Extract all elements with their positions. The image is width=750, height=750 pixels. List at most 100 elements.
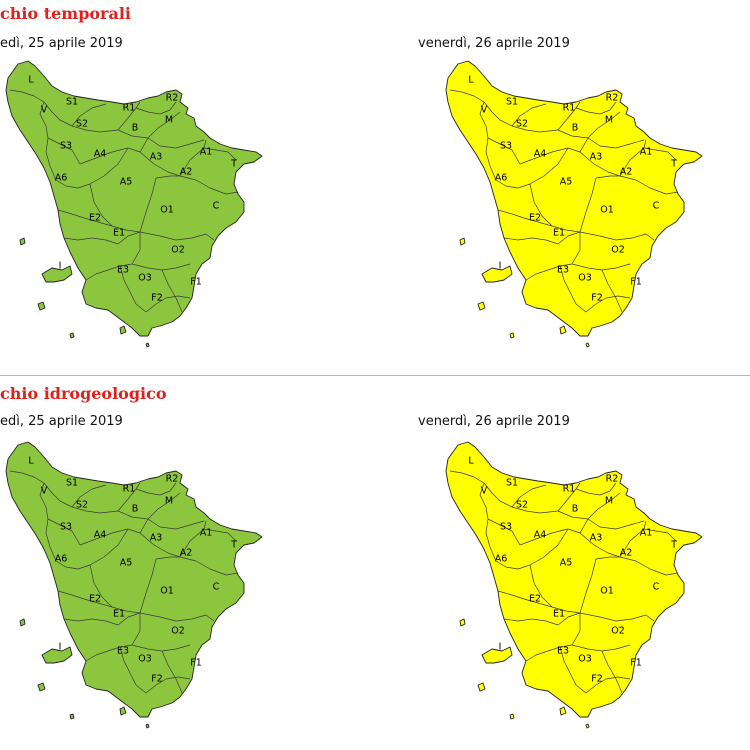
zone-border [119,646,147,694]
zone-border [557,101,581,131]
zone-border [503,618,559,626]
zone-border [139,177,157,233]
zone-border [557,231,581,245]
zone-label: F1 [630,277,642,288]
island-4 [559,706,567,716]
zone-label: E1 [553,609,565,620]
zone-label: B [132,123,139,134]
date-label-idrogeologico-26: venerdì, 26 aprile 2019 [418,414,570,429]
zone-border [525,263,573,281]
zone-label: O3 [138,654,152,665]
zone-border [487,518,521,546]
zone-label: L [28,75,34,86]
zone-label: I [499,642,502,653]
island-2 [477,682,486,692]
zone-label: R2 [606,474,619,485]
zone-label: O2 [611,245,625,256]
zone-label: T [230,540,237,551]
zone-label: A6 [495,173,508,184]
zone-label: V [481,486,488,497]
zone-label: A3 [150,533,163,544]
zone-border [483,101,513,127]
zone-label: F2 [151,674,163,685]
section-title-idrogeologico: chio idrogeologico [0,384,167,403]
zone-label: R2 [166,93,179,104]
zone-border [63,237,119,245]
date-label-idrogeologico-25: edì, 25 aprile 2019 [0,414,123,429]
zone-border [619,520,647,558]
zone-border [595,556,620,560]
zone-border [511,484,547,508]
zone-label: B [572,123,579,134]
zone-label: E3 [117,646,129,657]
zone-border [203,528,237,542]
map-idrogeologico-25: L V S1 R1 R2 S2 B M S3 A4 A3 A1 T A6 A5 A2 C O1 E2 E1 O2 I E3 O… [5,441,263,729]
zone-border [643,147,677,161]
zone-border [579,558,597,614]
zone-border [525,644,573,662]
zone-border [519,528,581,546]
zone-label: O2 [171,626,185,637]
map-idrogeologico-26: L V S1 R1 R2 S2 B M S3 A4 A3 A1 T A6 A5 A2 C O1 E2 E1 O2 I E3 O… [445,441,703,729]
zone-border [575,482,617,496]
zone-label: O3 [138,273,152,284]
zone-label: A2 [620,548,633,559]
zone-label: A5 [560,177,573,188]
zone-label: A6 [55,173,68,184]
zone-label: A1 [200,147,213,158]
island-1 [41,646,73,664]
zone-border [449,89,485,103]
zone-border [45,518,57,562]
zone-border [579,612,655,622]
zone-border [117,482,141,512]
island-6 [145,723,150,729]
zone-border [449,470,485,484]
zone-label: E3 [557,646,569,657]
zone-label: E2 [529,213,541,224]
zone-label: E2 [529,594,541,605]
zone-border [117,510,149,520]
zone-border [601,650,623,694]
zone-border [135,101,177,115]
zone-border [485,137,497,181]
island-5 [69,713,75,720]
zone-label: V [41,486,48,497]
zone-label: E1 [553,228,565,239]
zone-border [511,103,547,127]
zone-border [579,137,589,153]
zone-border [575,101,617,115]
zone-label: S2 [76,500,88,511]
zone-border [79,147,141,165]
zone-label: I [59,261,62,272]
zone-border [585,295,631,313]
zone-label: A2 [180,548,193,559]
zone-border [155,556,180,560]
island-3 [19,237,26,246]
zone-label: E2 [89,594,101,605]
zone-border [179,139,207,177]
zone-border [161,269,183,313]
zone-label: S3 [60,141,72,152]
zone-label: F2 [591,674,603,685]
island-6 [145,342,150,348]
map-temporali-25: L V S1 R1 R2 S2 B M S3 A4 A3 A1 T A6 A5 A2 C O1 E2 E1 O2 I E3 O… [5,60,263,348]
zone-label: S3 [500,141,512,152]
zone-border [147,492,181,520]
zone-border [43,482,73,508]
section-title-temporali: chio temporali [0,4,132,23]
zone-label: O2 [171,245,185,256]
zone-border [557,510,589,520]
zone-label: F1 [190,277,202,288]
island-6 [585,723,590,729]
island-4 [559,325,567,335]
zone-label: L [468,75,474,86]
zone-border [179,556,239,576]
zone-border [43,101,73,127]
island-6 [585,342,590,348]
zone-label: O3 [578,273,592,284]
zone-label: S2 [516,500,528,511]
zone-label: M [605,115,613,126]
zone-label: I [499,261,502,272]
zone-border [119,265,147,313]
zone-label: A2 [620,167,633,178]
